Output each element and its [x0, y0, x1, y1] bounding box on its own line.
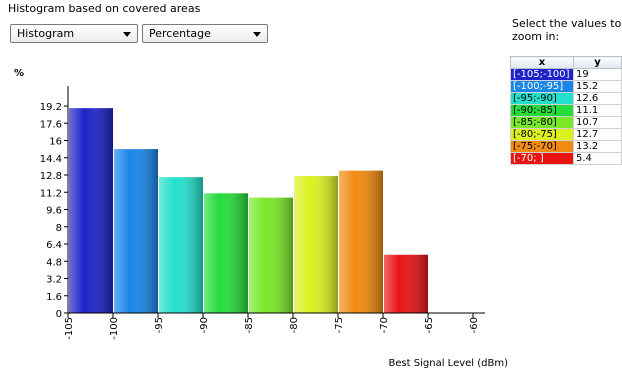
histogram-bar-shade — [114, 149, 158, 313]
column-header-x[interactable]: x — [510, 56, 574, 69]
range-cell[interactable]: [-90;-85] — [510, 104, 574, 117]
x-tick-label: -65 — [424, 317, 435, 333]
y-tick-label: 16 — [49, 137, 62, 148]
table-row[interactable]: [-100;-95] 15.2 — [510, 80, 622, 93]
range-cell[interactable]: [-80;-75] — [510, 128, 574, 141]
histogram-bar-shade — [339, 170, 383, 313]
x-tick-label: -95 — [154, 317, 165, 333]
histogram-bar-shade — [249, 197, 293, 313]
value-mode-dropdown[interactable]: Percentage — [142, 24, 268, 43]
x-tick-label: -90 — [199, 317, 210, 333]
histogram-bar-shade — [384, 254, 428, 313]
y-tick-label: 4.8 — [46, 257, 62, 268]
histogram-chart: % 0 1.6 3.2 4.8 6.4 8 9.6 11.2 12.8 14.4 16 17.6 19.2… — [14, 68, 508, 369]
histogram-bar-shade — [159, 177, 203, 313]
range-cell[interactable]: [-105;-100] — [510, 68, 574, 81]
x-tick-label: -85 — [244, 317, 255, 333]
histogram-bar-shade — [294, 176, 338, 313]
y-tick-label: 17.6 — [40, 119, 62, 130]
range-cell[interactable]: [-85;-80] — [510, 116, 574, 129]
value-cell[interactable]: 5.4 — [573, 152, 622, 165]
x-tick-label: -75 — [334, 317, 345, 333]
range-cell[interactable]: [-70; ] — [510, 152, 574, 165]
chart-title: Histogram based on covered areas — [8, 2, 201, 15]
y-tick-label: 1.6 — [46, 292, 62, 303]
value-cell[interactable]: 12.6 — [573, 92, 622, 105]
value-cell[interactable]: 12.7 — [573, 128, 622, 141]
table-row[interactable]: [-105;-100] 19 — [510, 68, 622, 81]
value-cell[interactable]: 10.7 — [573, 116, 622, 129]
zoom-instructions: Select the values to zoom in: — [512, 17, 622, 43]
y-tick-label: 0 — [56, 309, 62, 320]
x-tick-label: -60 — [469, 317, 480, 333]
value-cell[interactable]: 15.2 — [573, 80, 622, 93]
x-axis-label: Best Signal Level (dBm) — [388, 358, 508, 369]
range-cell[interactable]: [-75;-70] — [510, 140, 574, 153]
value-cell[interactable]: 19 — [573, 68, 622, 81]
y-tick-label: 11.2 — [40, 188, 62, 199]
y-tick-label: 9.6 — [46, 206, 62, 217]
chart-type-dropdown[interactable]: Histogram — [10, 24, 138, 43]
table-row[interactable]: [-75;-70] 13.2 — [510, 140, 622, 153]
value-cell[interactable]: 11.1 — [573, 104, 622, 117]
y-tick-label: 8 — [56, 223, 62, 234]
table-row[interactable]: [-70; ] 5.4 — [510, 152, 622, 165]
column-header-y[interactable]: y — [573, 56, 622, 69]
zoom-values-table: x y [-105;-100] 19 [-100;-95] 15.2 [-95;-90]… — [510, 56, 622, 165]
table-row[interactable]: [-95;-90] 12.6 — [510, 92, 622, 105]
y-tick-label: 19.2 — [40, 102, 62, 113]
x-tick-label: -100 — [109, 317, 120, 340]
table-row[interactable]: [-90;-85] 11.1 — [510, 104, 622, 117]
y-tick-label: 14.4 — [40, 154, 62, 165]
table-row[interactable]: [-85;-80] 10.7 — [510, 116, 622, 129]
range-cell[interactable]: [-95;-90] — [510, 92, 574, 105]
chevron-down-icon[interactable] — [123, 32, 131, 37]
x-tick-label: -70 — [379, 317, 390, 333]
histogram-bar-shade — [204, 193, 248, 313]
x-tick-label: -105 — [64, 317, 75, 340]
value-mode-value: Percentage — [149, 27, 211, 40]
y-axis-label: % — [14, 68, 24, 79]
chevron-down-icon[interactable] — [253, 32, 261, 37]
y-tick-label: 3.2 — [46, 275, 62, 286]
x-tick-label: -80 — [289, 317, 300, 333]
histogram-bar-shade — [69, 108, 113, 313]
chart-type-value: Histogram — [17, 27, 75, 40]
y-tick-label: 6.4 — [46, 240, 62, 251]
value-cell[interactable]: 13.2 — [573, 140, 622, 153]
range-cell[interactable]: [-100;-95] — [510, 80, 574, 93]
y-tick-label: 12.8 — [40, 171, 62, 182]
table-row[interactable]: [-80;-75] 12.7 — [510, 128, 622, 141]
